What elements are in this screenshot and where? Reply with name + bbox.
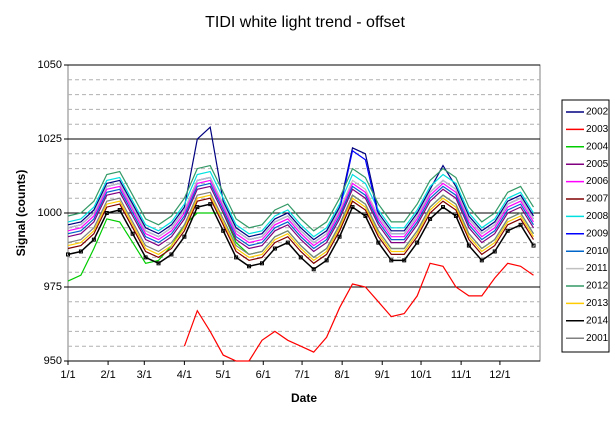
series-marker bbox=[453, 213, 458, 218]
series-marker bbox=[311, 267, 316, 272]
series-marker bbox=[389, 258, 394, 263]
series-line bbox=[67, 176, 535, 244]
series-marker bbox=[247, 264, 252, 269]
x-tick-label: 4/1 bbox=[177, 369, 192, 381]
series-line bbox=[67, 182, 535, 250]
legend-label: 2001 bbox=[586, 333, 609, 344]
y-tick-label: 1050 bbox=[38, 59, 62, 71]
series-marker bbox=[376, 240, 381, 245]
y-tick-label: 950 bbox=[44, 355, 62, 367]
series-marker bbox=[91, 237, 96, 242]
series-marker bbox=[350, 205, 355, 210]
series-line bbox=[67, 185, 535, 253]
legend-label: 2004 bbox=[586, 141, 609, 152]
x-tick-label: 10/1 bbox=[410, 369, 431, 381]
legend-label: 2003 bbox=[586, 124, 609, 135]
series-marker bbox=[208, 202, 213, 207]
series-marker bbox=[104, 211, 109, 215]
series-marker bbox=[182, 234, 187, 239]
series-marker bbox=[130, 231, 135, 236]
series-marker bbox=[259, 261, 264, 266]
y-tick-label: 1000 bbox=[38, 207, 62, 219]
series-marker bbox=[337, 234, 342, 239]
x-tick-label: 1/1 bbox=[60, 369, 75, 381]
series-marker bbox=[428, 216, 433, 221]
series-marker bbox=[466, 243, 471, 248]
x-tick-label: 3/1 bbox=[137, 369, 152, 381]
series-marker bbox=[324, 258, 329, 263]
series-marker bbox=[363, 213, 368, 218]
x-tick-label: 6/1 bbox=[256, 369, 271, 381]
x-axis-title: Date bbox=[291, 391, 317, 405]
legend-label: 2010 bbox=[586, 246, 609, 257]
legend-label: 2013 bbox=[586, 298, 609, 309]
series-marker bbox=[505, 228, 510, 233]
x-tick-label: 11/1 bbox=[451, 369, 472, 381]
legend-label: 2007 bbox=[586, 194, 609, 205]
series-line bbox=[67, 197, 535, 265]
series-marker bbox=[221, 228, 226, 233]
legend-box bbox=[561, 99, 610, 353]
series-marker bbox=[492, 249, 497, 254]
y-axis-title: Signal (counts) bbox=[14, 170, 28, 257]
series-line bbox=[67, 170, 535, 238]
legend-label: 2002 bbox=[586, 107, 609, 118]
series-line bbox=[67, 191, 535, 259]
legend-label: 2012 bbox=[586, 281, 609, 292]
series-line bbox=[67, 179, 535, 247]
x-tick-label: 5/1 bbox=[216, 369, 231, 381]
series-line bbox=[183, 262, 534, 362]
series-marker bbox=[531, 243, 536, 248]
x-tick-label: 2/1 bbox=[100, 369, 115, 381]
series-marker bbox=[415, 240, 420, 245]
y-tick-label: 1025 bbox=[38, 133, 62, 145]
series-marker bbox=[143, 255, 148, 260]
series-marker bbox=[441, 205, 446, 210]
series-marker bbox=[402, 258, 407, 263]
series-marker bbox=[272, 246, 277, 251]
series-marker bbox=[78, 249, 83, 254]
x-tick-label: 12/1 bbox=[489, 369, 510, 381]
series-marker bbox=[234, 255, 239, 260]
legend-label: 2011 bbox=[586, 263, 608, 274]
legend-label: 2006 bbox=[586, 176, 609, 187]
legend-label: 2008 bbox=[586, 211, 609, 222]
series-marker bbox=[169, 252, 174, 257]
series-line bbox=[67, 164, 535, 232]
series-marker bbox=[518, 222, 523, 227]
y-tick-label: 975 bbox=[44, 281, 62, 293]
chart-title: TIDI white light trend - offset bbox=[205, 14, 405, 31]
x-tick-label: 8/1 bbox=[334, 369, 349, 381]
legend-label: 2014 bbox=[586, 315, 609, 326]
series-marker bbox=[117, 208, 122, 213]
series-marker bbox=[298, 255, 303, 260]
series-line bbox=[67, 194, 535, 262]
series-line bbox=[67, 126, 535, 241]
series-marker bbox=[156, 261, 161, 266]
series-marker bbox=[285, 240, 290, 245]
legend-label: 2005 bbox=[586, 159, 609, 170]
x-tick-label: 9/1 bbox=[375, 369, 390, 381]
series-line bbox=[67, 203, 535, 271]
series-marker bbox=[195, 205, 200, 210]
legend-label: 2009 bbox=[586, 228, 609, 239]
x-tick-label: 7/1 bbox=[294, 369, 309, 381]
series-marker bbox=[66, 252, 70, 257]
series-marker bbox=[479, 258, 484, 263]
